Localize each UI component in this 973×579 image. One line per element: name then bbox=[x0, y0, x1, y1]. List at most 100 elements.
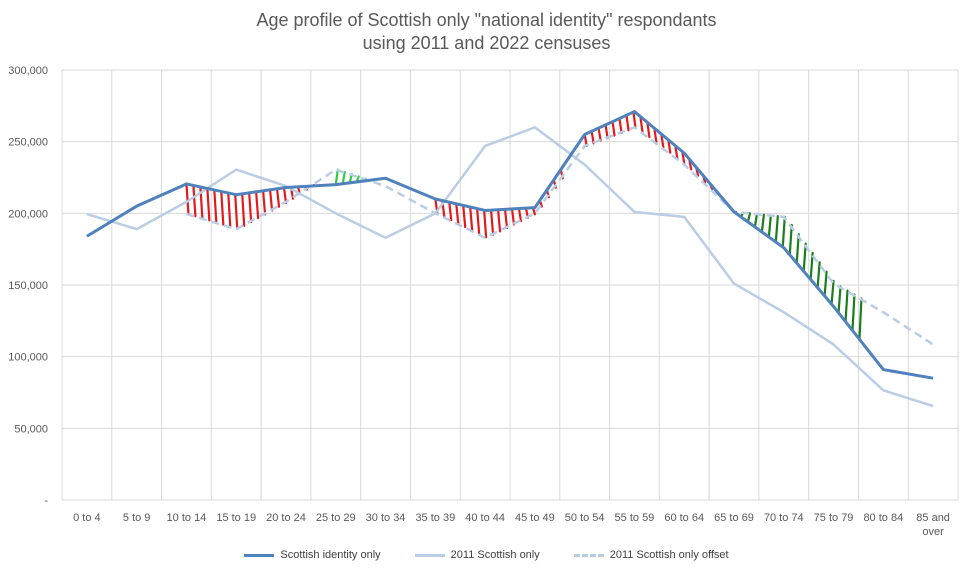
hatch-stroke bbox=[851, 293, 856, 332]
y-tick-label: 250,000 bbox=[8, 137, 48, 149]
y-tick-label: - bbox=[44, 495, 48, 507]
hatch-stroke bbox=[837, 285, 842, 314]
x-tick-label: 85 and over bbox=[916, 512, 950, 538]
x-tick-label: 30 to 34 bbox=[366, 512, 406, 524]
hatch-stroke bbox=[618, 117, 623, 135]
hatch-stroke bbox=[282, 186, 288, 205]
hatch-stroke bbox=[510, 207, 516, 226]
hatch-stroke bbox=[448, 201, 453, 222]
hatch-stroke bbox=[653, 127, 658, 144]
legend: Scottish identity only 2011 Scottish onl… bbox=[0, 549, 973, 561]
hatch-stroke bbox=[590, 130, 595, 145]
hatch-stroke bbox=[483, 209, 488, 239]
hatch-stroke bbox=[275, 187, 281, 208]
x-tick-label: 55 to 59 bbox=[615, 512, 655, 524]
hatch-stroke bbox=[455, 202, 460, 225]
hatch-stroke bbox=[206, 187, 211, 222]
chart-subtitle: using 2011 and 2022 censuses bbox=[362, 33, 611, 53]
series-line-1 bbox=[86, 126, 934, 408]
x-tick-label: 0 to 4 bbox=[73, 512, 101, 524]
hatch-stroke bbox=[604, 123, 609, 140]
hatch-stroke bbox=[262, 189, 267, 216]
legend-item: 2011 Scottish only bbox=[414, 549, 540, 561]
legend-item: Scottish identity only bbox=[244, 549, 381, 561]
x-tick-label: 35 to 39 bbox=[415, 512, 455, 524]
hatch-stroke bbox=[816, 261, 821, 289]
hatch-stroke bbox=[185, 182, 190, 216]
x-tick-label: 5 to 9 bbox=[123, 512, 151, 524]
hatch-stroke bbox=[767, 214, 772, 239]
hatch-stroke bbox=[213, 188, 218, 224]
hatch-stroke bbox=[639, 115, 644, 133]
y-tick-label: 150,000 bbox=[8, 280, 48, 292]
series-lines bbox=[86, 110, 934, 408]
legend-label: Scottish identity only bbox=[280, 549, 381, 561]
x-tick-label: 45 to 49 bbox=[515, 512, 555, 524]
x-tick-label: 15 to 19 bbox=[216, 512, 256, 524]
hatch-stroke bbox=[646, 121, 651, 139]
y-tick-label: 50,000 bbox=[14, 423, 48, 435]
legend-item: 2011 Scottish only offset bbox=[573, 549, 729, 561]
y-axis-ticks: - 50,000 100,000 150,000 200,000 250,000 300,0… bbox=[8, 65, 48, 507]
series-line-0 bbox=[86, 110, 934, 380]
legend-swatch-2011-offset bbox=[573, 553, 604, 557]
hatch-stroke bbox=[844, 289, 849, 323]
hatch-stroke bbox=[823, 270, 828, 298]
series-line-2 bbox=[186, 126, 934, 346]
hatch-stroke bbox=[268, 188, 274, 212]
hatch-stroke bbox=[341, 170, 346, 185]
hatch-stroke bbox=[753, 212, 759, 229]
hatch-stroke bbox=[334, 168, 339, 186]
hatch-stroke bbox=[760, 213, 765, 234]
hatch-stroke bbox=[660, 132, 665, 149]
x-tick-label: 40 to 44 bbox=[465, 512, 505, 524]
x-tick-label: 65 to 69 bbox=[714, 512, 754, 524]
hatch-stroke bbox=[517, 207, 523, 223]
hatch-stroke bbox=[192, 184, 197, 218]
hatch-stroke bbox=[781, 215, 786, 249]
x-tick-label: 70 to 74 bbox=[764, 512, 804, 524]
x-axis-ticks: 0 to 4 5 to 9 10 to 14 15 to 19 20 to 24 25 t… bbox=[73, 512, 950, 538]
legend-label: 2011 Scottish only bbox=[450, 549, 540, 561]
y-tick-label: 100,000 bbox=[8, 352, 48, 364]
hatch-stroke bbox=[462, 204, 467, 229]
hatch-stroke bbox=[830, 279, 835, 306]
gridlines bbox=[61, 69, 959, 501]
x-tick-label: 60 to 64 bbox=[664, 512, 704, 524]
hatch-stroke bbox=[227, 191, 232, 228]
legend-swatch-scottish-identity bbox=[244, 553, 275, 557]
hatch-stroke bbox=[234, 193, 239, 230]
hatch-stroke bbox=[625, 114, 630, 132]
x-tick-label: 80 to 84 bbox=[863, 512, 903, 524]
hatch-stroke bbox=[496, 208, 502, 233]
hatch-stroke bbox=[788, 223, 793, 256]
hatch-stroke bbox=[774, 215, 779, 244]
hatch-stroke bbox=[858, 297, 863, 341]
hatch-stroke bbox=[489, 209, 495, 236]
hatch-stroke bbox=[795, 233, 800, 265]
hatch-stroke bbox=[503, 208, 509, 230]
x-tick-label: 10 to 14 bbox=[167, 512, 207, 524]
legend-label: 2011 Scottish only offset bbox=[609, 549, 729, 561]
y-tick-label: 200,000 bbox=[8, 208, 48, 220]
hatch-stroke bbox=[809, 251, 814, 281]
hatch-stroke bbox=[255, 190, 260, 220]
y-tick-label: 300,000 bbox=[8, 65, 48, 77]
legend-swatch-2011 bbox=[414, 553, 445, 557]
hatch-stroke bbox=[611, 120, 616, 137]
x-tick-label: 75 to 79 bbox=[814, 512, 854, 524]
x-tick-label: 50 to 54 bbox=[565, 512, 605, 524]
x-tick-label: 20 to 24 bbox=[266, 512, 306, 524]
chart-title: Age profile of Scottish only "national i… bbox=[256, 10, 717, 30]
x-tick-label: 25 to 29 bbox=[316, 512, 356, 524]
hatch-stroke bbox=[248, 191, 253, 224]
hatch-stroke bbox=[632, 110, 637, 129]
hatch-stroke bbox=[220, 190, 225, 226]
hatch-stroke bbox=[241, 192, 246, 227]
difference-hatching bbox=[185, 110, 863, 341]
hatch-stroke bbox=[476, 207, 481, 235]
hatch-stroke bbox=[469, 205, 474, 232]
hatch-stroke bbox=[597, 126, 602, 142]
